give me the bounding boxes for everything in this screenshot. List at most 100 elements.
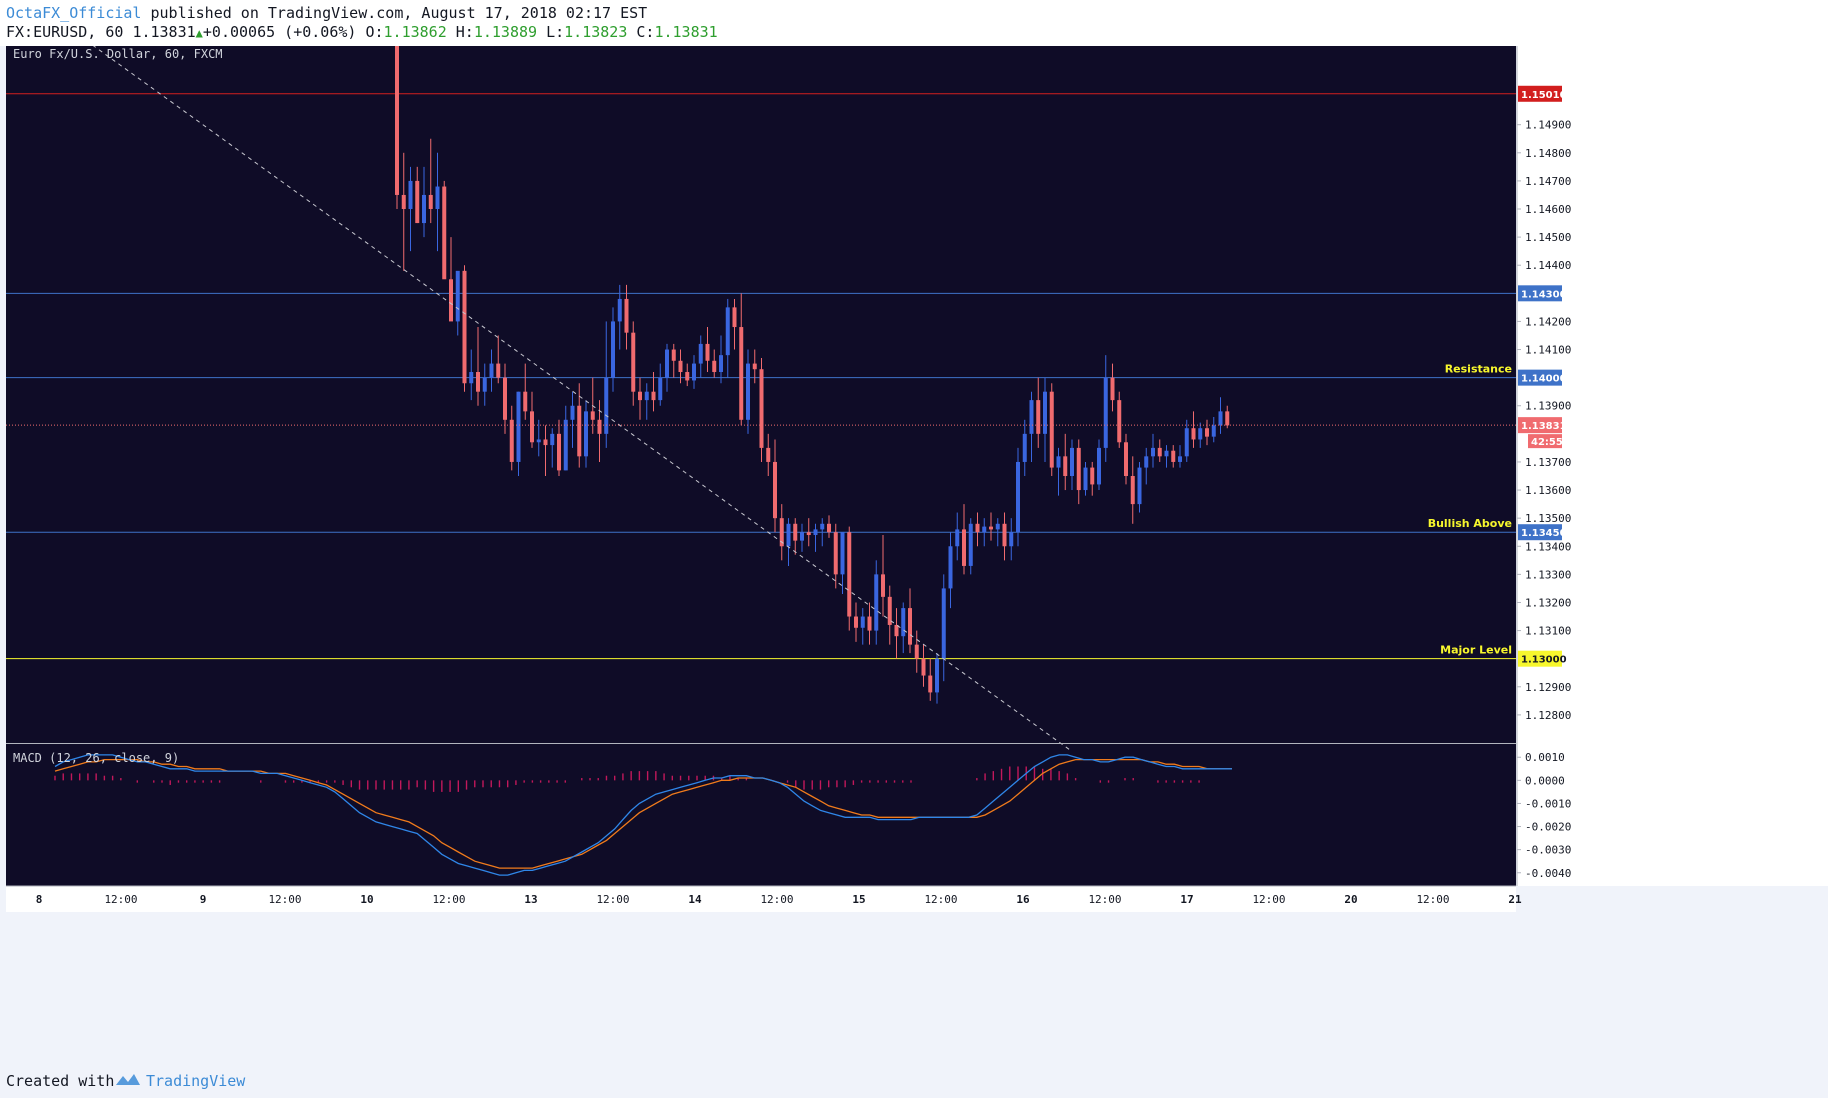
candle-body[interactable] xyxy=(1022,433,1027,462)
candle-body[interactable] xyxy=(543,439,548,446)
candle-body[interactable] xyxy=(705,343,710,361)
candle-body[interactable] xyxy=(1063,456,1068,477)
candle-body[interactable] xyxy=(509,419,514,462)
candle-body[interactable] xyxy=(725,307,730,356)
candle-body[interactable] xyxy=(1211,425,1216,437)
candle-body[interactable] xyxy=(604,377,609,434)
candle-body[interactable] xyxy=(860,616,865,628)
candle-body[interactable] xyxy=(1110,377,1115,401)
candle-body[interactable] xyxy=(1225,411,1230,426)
candle-body[interactable] xyxy=(638,391,642,401)
candle-body[interactable] xyxy=(671,349,676,361)
candle-body[interactable] xyxy=(422,194,426,224)
candle-body[interactable] xyxy=(752,363,757,370)
chart-area[interactable]: 1.12800 1.12900 1.13100 1.13200 1.13300 1.134… xyxy=(0,46,1828,1062)
candle-body[interactable] xyxy=(570,405,575,420)
candle-body[interactable] xyxy=(1090,467,1095,485)
candle-body[interactable] xyxy=(887,596,892,625)
candle-body[interactable] xyxy=(1157,447,1162,457)
candle-body[interactable] xyxy=(948,546,953,589)
candle-body[interactable] xyxy=(462,270,467,384)
candle-body[interactable] xyxy=(901,608,906,637)
candle-body[interactable] xyxy=(1103,377,1108,448)
candle-body[interactable] xyxy=(962,529,966,566)
candle-body[interactable] xyxy=(793,523,798,541)
candle-body[interactable] xyxy=(1198,428,1203,440)
candle-body[interactable] xyxy=(739,327,744,420)
trendline[interactable] xyxy=(86,46,1073,752)
candle-body[interactable] xyxy=(1184,428,1189,457)
candle-body[interactable] xyxy=(955,529,960,547)
candle-body[interactable] xyxy=(746,363,750,420)
candle-body[interactable] xyxy=(881,574,885,597)
candle-body[interactable] xyxy=(847,532,852,617)
candle-body[interactable] xyxy=(469,372,474,384)
candle-body[interactable] xyxy=(833,532,838,575)
candle-body[interactable] xyxy=(712,360,717,373)
candle-body[interactable] xyxy=(732,307,737,328)
tradingview-logo-icon[interactable] xyxy=(114,1071,142,1089)
candle-body[interactable] xyxy=(1076,447,1081,491)
candle-body[interactable] xyxy=(1137,467,1142,505)
candle-body[interactable] xyxy=(827,523,831,533)
candle-body[interactable] xyxy=(1009,532,1014,547)
candle-body[interactable] xyxy=(496,363,501,378)
candle-body[interactable] xyxy=(894,624,899,637)
candle-body[interactable] xyxy=(1117,400,1122,443)
candle-body[interactable] xyxy=(1191,428,1196,440)
candle-body[interactable] xyxy=(1151,447,1155,457)
candle-body[interactable] xyxy=(1144,456,1149,468)
candle-body[interactable] xyxy=(489,363,494,378)
candle-body[interactable] xyxy=(1205,428,1209,437)
candle-body[interactable] xyxy=(577,405,582,457)
candle-body[interactable] xyxy=(773,461,777,519)
candle-body[interactable] xyxy=(786,523,791,547)
candle-body[interactable] xyxy=(995,523,1000,530)
candle-body[interactable] xyxy=(1002,523,1007,547)
candle-body[interactable] xyxy=(800,532,804,541)
candle-body[interactable] xyxy=(395,46,399,195)
candle-body[interactable] xyxy=(1171,450,1176,462)
candle-body[interactable] xyxy=(651,391,656,401)
candle-body[interactable] xyxy=(584,411,588,457)
candle-body[interactable] xyxy=(806,532,811,536)
candle-body[interactable] xyxy=(874,574,879,631)
candle-body[interactable] xyxy=(678,360,683,373)
candle-body[interactable] xyxy=(1097,447,1101,485)
candle-body[interactable] xyxy=(941,588,946,659)
candle-body[interactable] xyxy=(536,439,541,443)
candle-body[interactable] xyxy=(624,298,629,333)
candle-body[interactable] xyxy=(867,616,872,631)
candle-body[interactable] xyxy=(766,447,771,462)
candle-body[interactable] xyxy=(401,194,406,210)
candle-body[interactable] xyxy=(1178,456,1182,462)
tradingview-link[interactable]: TradingView xyxy=(146,1072,246,1090)
candle-body[interactable] xyxy=(921,658,926,676)
candle-body[interactable] xyxy=(1070,447,1074,477)
candle-body[interactable] xyxy=(975,523,980,533)
candle-body[interactable] xyxy=(476,372,480,392)
candle-body[interactable] xyxy=(644,391,649,401)
candle-body[interactable] xyxy=(482,377,487,392)
candle-body[interactable] xyxy=(1164,450,1169,457)
candle-body[interactable] xyxy=(908,608,912,645)
candle-body[interactable] xyxy=(1043,391,1047,434)
candle-body[interactable] xyxy=(563,419,568,471)
candle-body[interactable] xyxy=(1218,411,1223,426)
candle-body[interactable] xyxy=(719,355,723,373)
candle-body[interactable] xyxy=(442,186,447,280)
candle-body[interactable] xyxy=(428,194,433,210)
candle-body[interactable] xyxy=(854,616,858,628)
candle-body[interactable] xyxy=(968,523,973,566)
candle-body[interactable] xyxy=(935,658,939,693)
candle-body[interactable] xyxy=(779,518,784,547)
candle-body[interactable] xyxy=(665,349,669,378)
candle-body[interactable] xyxy=(982,526,987,533)
candle-body[interactable] xyxy=(611,321,615,378)
candle-body[interactable] xyxy=(1130,476,1135,505)
candle-body[interactable] xyxy=(1083,467,1088,491)
candle-body[interactable] xyxy=(658,377,663,401)
candle-body[interactable] xyxy=(557,433,561,471)
candle-body[interactable] xyxy=(449,279,453,322)
candle-body[interactable] xyxy=(530,411,534,443)
